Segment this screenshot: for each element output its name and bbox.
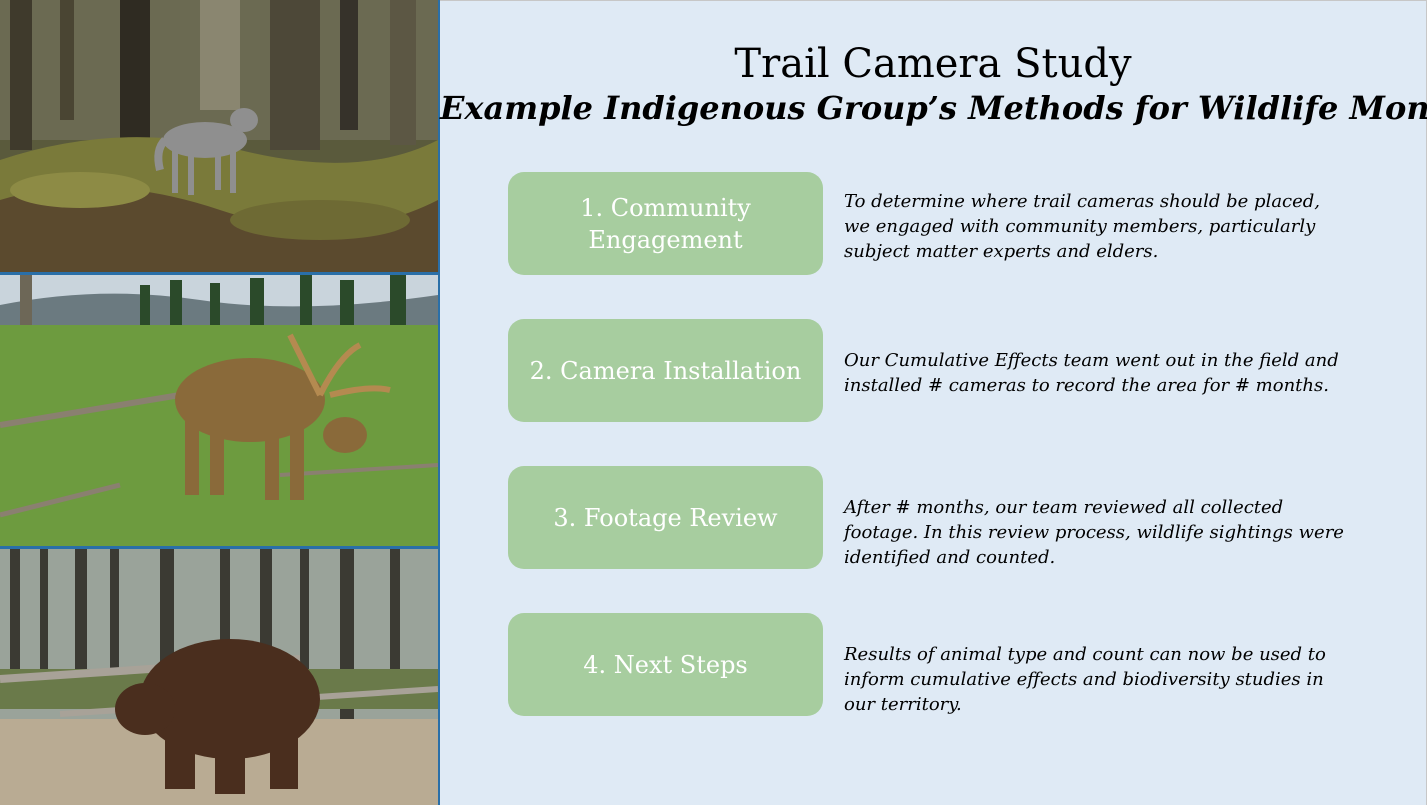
step-2-description: Our Cumulative Effects team went out in … — [844, 350, 1339, 396]
elk-photo — [0, 275, 438, 546]
page-title: Trail Camera Study — [734, 41, 1132, 87]
step-4-box: 4. Next Steps — [508, 613, 823, 716]
step-1-description: To determine where trail cameras should … — [844, 191, 1321, 262]
page-subtitle: Example Indigenous Group’s Methods for W… — [440, 89, 1427, 127]
step-1-box: 1. Community Engagement — [508, 172, 823, 275]
step-4-description: Results of animal type and count can now… — [844, 644, 1326, 715]
bear-photo — [0, 549, 438, 805]
step-3-description: After # months, our team reviewed all co… — [844, 497, 1344, 568]
content-panel: Trail Camera Study Example Indigenous Gr… — [440, 0, 1427, 805]
wolf-photo — [0, 0, 438, 272]
step-3-box: 3. Footage Review — [508, 466, 823, 569]
step-2-box: 2. Camera Installation — [508, 319, 823, 422]
photo-column — [0, 0, 440, 805]
